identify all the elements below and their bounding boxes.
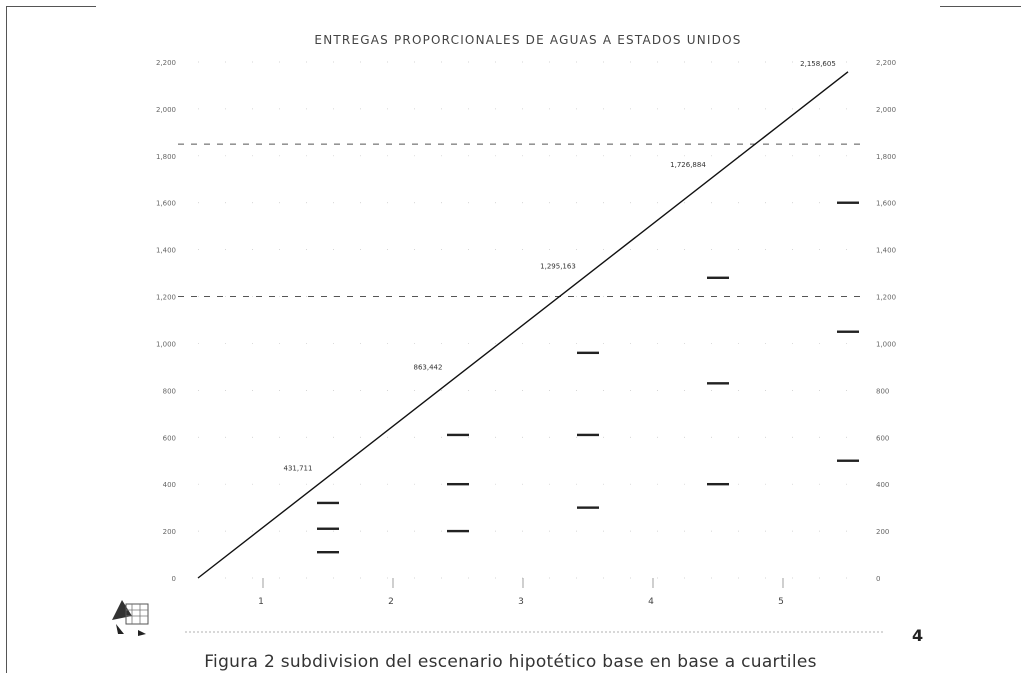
x-tick-label: 2 <box>388 597 394 607</box>
x-tick-label: 1 <box>258 597 264 607</box>
quartile-markers <box>317 201 859 554</box>
y-tick-label: 0 <box>172 575 176 583</box>
x-tick-label: 5 <box>778 597 784 607</box>
quartile-marker <box>447 529 469 533</box>
y2-tick-label: 400 <box>876 481 889 489</box>
y-axis-left: 0 200 400 600 800 1,000 1,200 1,400 1,600 1,800 2,… <box>156 59 176 583</box>
point-labels: 431,711 863,442 1,295,163 1,726,884 2,158,60… <box>284 60 836 473</box>
y2-tick-label: 0 <box>876 575 880 583</box>
y2-tick-label: 1,000 <box>876 340 896 348</box>
x-tick-label: 4 <box>648 597 654 607</box>
point-label: 1,726,884 <box>670 161 706 169</box>
x-tick-label: 3 <box>518 597 524 607</box>
y2-tick-label: 1,600 <box>876 200 896 208</box>
institution-logo-icon <box>112 600 149 636</box>
quartile-marker <box>577 506 599 509</box>
quartile-marker <box>837 201 859 204</box>
y2-tick-label: 2,000 <box>876 106 896 114</box>
quartile-marker <box>837 330 859 333</box>
y2-tick-label: 1,800 <box>876 153 896 161</box>
chart-title: ENTREGAS PROPORCIONALES DE AGUAS A ESTAD… <box>314 33 741 47</box>
page-number: 4 <box>912 626 924 645</box>
y2-tick-label: 200 <box>876 528 889 536</box>
y-tick-label: 200 <box>163 528 176 536</box>
quartile-marker <box>577 351 599 355</box>
y-tick-label: 2,000 <box>156 106 176 114</box>
point-label: 2,158,605 <box>800 60 836 68</box>
grid-layer <box>198 61 848 579</box>
y-tick-label: 600 <box>163 434 176 442</box>
reference-lines <box>178 143 862 298</box>
y2-tick-label: 1,400 <box>876 247 896 255</box>
quartile-marker <box>837 459 859 462</box>
y-tick-label: 2,200 <box>156 59 176 67</box>
quartile-marker <box>317 551 339 554</box>
series-layer <box>197 71 849 579</box>
x-axis: 1 2 3 4 5 <box>258 578 784 607</box>
point-label: 863,442 <box>414 364 443 372</box>
quartile-marker <box>447 433 469 437</box>
y-tick-label: 800 <box>163 387 176 395</box>
series-line <box>197 71 849 579</box>
figure-caption: Figura 2 subdivision del escenario hipot… <box>204 652 817 672</box>
y2-tick-label: 1,200 <box>876 294 896 302</box>
quartile-marker <box>317 501 339 505</box>
point-label: 431,711 <box>284 465 313 473</box>
y-axis-right: 0 200 400 600 800 1,000 1,200 1,400 1,600 1,800 2,… <box>876 59 896 583</box>
quartile-marker <box>317 527 339 530</box>
quartile-marker <box>447 482 469 486</box>
y2-tick-label: 600 <box>876 434 889 442</box>
page-border-top <box>6 6 96 7</box>
y-tick-label: 1,000 <box>156 340 176 348</box>
page-border-top-right <box>940 6 1021 7</box>
quartile-marker <box>707 382 729 385</box>
quartile-marker <box>707 276 729 279</box>
page-border-left <box>6 6 7 673</box>
quartile-marker <box>577 433 599 437</box>
y-tick-label: 1,800 <box>156 153 176 161</box>
y-tick-label: 1,200 <box>156 294 176 302</box>
y-tick-label: 400 <box>163 481 176 489</box>
y-tick-label: 1,400 <box>156 247 176 255</box>
point-label: 1,295,163 <box>540 262 576 270</box>
quartile-marker <box>707 482 729 486</box>
y-tick-label: 1,600 <box>156 200 176 208</box>
y2-tick-label: 800 <box>876 387 889 395</box>
proportional-deliveries-chart: ENTREGAS PROPORCIONALES DE AGUAS A ESTAD… <box>156 33 896 633</box>
y2-tick-label: 2,200 <box>876 59 896 67</box>
